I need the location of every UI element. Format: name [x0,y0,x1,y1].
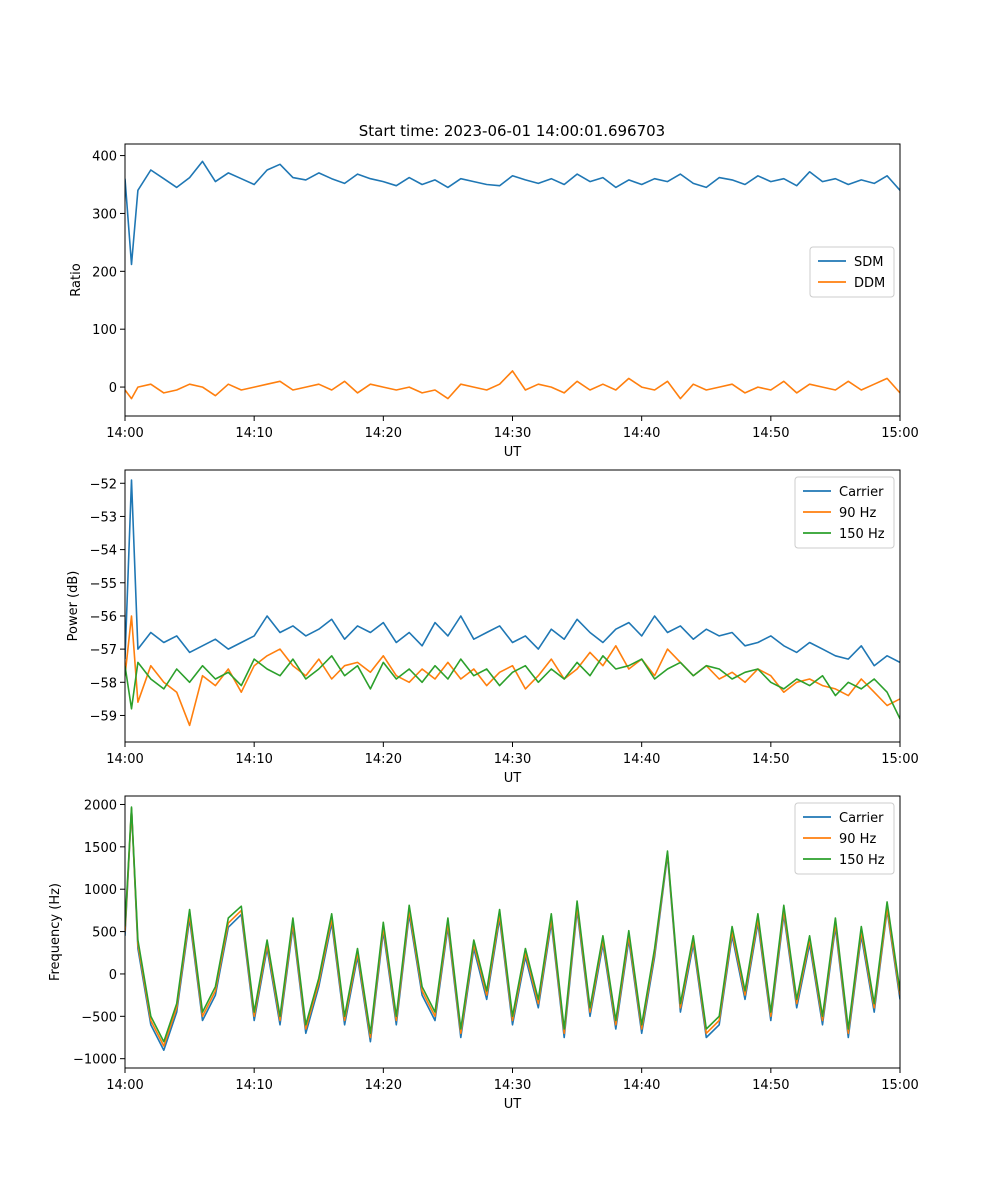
y-tick-label: 500 [92,926,117,941]
legend-label: Carrier [839,485,884,500]
y-tick-label: −1000 [73,1053,117,1068]
legend: Carrier 90 Hz 150 Hz [794,476,895,549]
legend-box [809,246,895,298]
x-tick-label: 14:20 [365,752,402,767]
x-tick-label: 14:40 [623,752,660,767]
y-tick-label: 200 [92,265,117,280]
legend: SDM DDM [809,246,895,298]
y-tick-label: 0 [109,381,117,396]
y-tick-label: −500 [81,1010,117,1025]
y-tick-label: −56 [90,610,117,625]
x-tick-label: 14:40 [623,1078,660,1093]
x-tick-label: 14:50 [752,752,789,767]
legend-label: 90 Hz [839,832,876,847]
x-tick-label: 14:10 [235,752,272,767]
legend-box [794,802,895,875]
x-tick-label: 14:50 [752,426,789,441]
panels: 14:00 14:10 14:20 14:30 14:40 14:50 15:00 UT 0 10… [48,143,919,1112]
legend-label: 90 Hz [839,506,876,521]
x-tick-label: 14:10 [235,426,272,441]
y-tick-label: 100 [92,323,117,338]
legend-label: 150 Hz [839,527,885,542]
y-tick-label: −55 [90,577,117,592]
x-tick-label: 14:00 [106,1078,143,1093]
y-axis-label: Power (dB) [66,571,81,642]
x-tick-label: 14:40 [623,426,660,441]
y-axis-label: Ratio [69,263,84,296]
y-tick-label: −58 [90,676,117,691]
panel-3: 14:00 14:10 14:20 14:30 14:40 14:50 15:00 UT −10… [48,795,919,1112]
panel-2: 14:00 14:10 14:20 14:30 14:40 14:50 15:00 UT −52… [66,469,919,786]
x-tick-label: 14:10 [235,1078,272,1093]
series-line-sdm [125,160,900,266]
figure-title: Start time: 2023-06-01 14:00:01.696703 [359,122,665,140]
x-tick-label: 14:30 [494,752,531,767]
plot-area [125,479,900,727]
y-tick-label: 1000 [84,883,117,898]
legend-box [794,476,895,549]
series-line-90-hz [125,615,900,727]
series-line-ddm [125,370,900,400]
y-tick-label: 1500 [84,841,117,856]
x-tick-label: 14:20 [365,426,402,441]
y-tick-label: 300 [92,207,117,222]
series-line-150-hz [125,654,900,720]
x-axis-label: UT [504,445,522,460]
x-tick-label: 15:00 [881,426,918,441]
x-tick-label: 15:00 [881,752,918,767]
y-tick-label: 400 [92,150,117,165]
x-axis-label: UT [504,1097,522,1112]
x-tick-label: 14:30 [494,1078,531,1093]
y-tick-label: −54 [90,544,117,559]
plot-area [125,160,900,400]
x-tick-label: 14:00 [106,752,143,767]
y-tick-label: −57 [90,643,117,658]
x-tick-label: 14:20 [365,1078,402,1093]
legend-label: SDM [854,255,883,270]
x-tick-label: 15:00 [881,1078,918,1093]
y-tick-label: −53 [90,510,117,525]
legend: Carrier 90 Hz 150 Hz [794,802,895,875]
y-tick-label: −52 [90,477,117,492]
plot-area [125,806,900,1051]
y-tick-label: 0 [109,968,117,983]
series-line-150-hz [125,806,900,1043]
legend-label: 150 Hz [839,853,885,868]
x-tick-label: 14:00 [106,426,143,441]
series-line-carrier [125,479,900,667]
y-tick-label: 2000 [84,798,117,813]
y-tick-label: −59 [90,709,117,724]
x-tick-label: 14:30 [494,426,531,441]
legend-label: DDM [854,276,885,291]
x-axis-label: UT [504,771,522,786]
y-axis-label: Frequency (Hz) [48,883,63,981]
x-tick-label: 14:50 [752,1078,789,1093]
legend-label: Carrier [839,811,884,826]
panel-1: 14:00 14:10 14:20 14:30 14:40 14:50 15:00 UT 0 10… [69,143,919,460]
